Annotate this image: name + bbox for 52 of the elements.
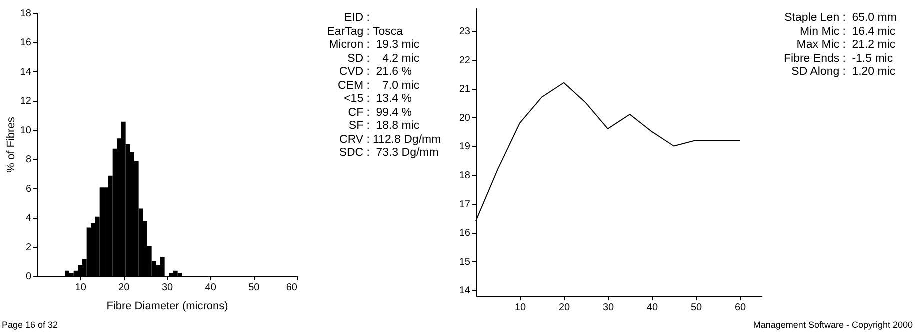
text: SD : 4.2 mic xyxy=(346,52,420,66)
text: CF : 99.4 % xyxy=(347,106,412,120)
text: SD Along : 1.20 mic xyxy=(790,66,896,80)
x-tick-label: 10 xyxy=(514,302,526,314)
x-tick-label: 30 xyxy=(602,302,614,314)
text: Micron : 19.3 mic xyxy=(328,39,420,52)
y-tick-label: 18 xyxy=(459,170,471,182)
text: Staple Len : 65.0 mm xyxy=(784,12,897,26)
x-tick-label: 50 xyxy=(248,282,260,294)
y-tick-label: 19 xyxy=(459,142,471,153)
x-axis-title: Fibre Diameter (microns) xyxy=(106,300,228,312)
x-tick-label: 20 xyxy=(558,302,570,314)
x-tick-label: 10 xyxy=(75,282,87,294)
y-tick-label: 23 xyxy=(459,26,471,38)
y-tick-label: 14 xyxy=(459,286,471,297)
text: Fibre Ends : -1.5 mic xyxy=(783,52,894,66)
text: CEM : 7.0 mic xyxy=(337,80,420,93)
y-tick-label: 0 xyxy=(26,272,32,282)
text: <15 : 13.4 % xyxy=(343,93,412,106)
x-tick-label: 20 xyxy=(118,282,130,294)
x-tick-label: 40 xyxy=(646,302,658,314)
x-tick-label: 40 xyxy=(205,282,217,294)
y-tick-label: 14 xyxy=(20,66,32,78)
y-tick-label: 4 xyxy=(26,213,32,224)
text: CRV : 112.8 Dg/mm xyxy=(338,134,442,147)
text: SDC : 73.3 Dg/mm xyxy=(338,147,439,160)
y-tick-label: 16 xyxy=(20,38,32,49)
y-tick-label: 12 xyxy=(20,96,32,108)
y-tick-label: 17 xyxy=(459,199,471,210)
y-tick-label: 18 xyxy=(20,8,32,20)
text: SF : 18.8 mic xyxy=(348,120,420,134)
y-tick-label: 2 xyxy=(26,242,32,254)
y-tick-label: 20 xyxy=(459,112,471,124)
x-tick-label: 60 xyxy=(734,302,746,314)
text: Management Software - Copyright 2000 xyxy=(753,320,913,330)
y-tick-label: 16 xyxy=(459,228,471,240)
y-tick-label: 6 xyxy=(26,184,32,195)
y-tick-label: 22 xyxy=(459,55,471,66)
y-axis-title: % of Fibres xyxy=(5,116,18,173)
text: EarTag : Tosca xyxy=(326,26,404,39)
y-tick-label: 15 xyxy=(459,256,471,268)
y-tick-label: 10 xyxy=(20,125,32,136)
x-tick-label: 30 xyxy=(162,282,174,294)
x-tick-label: 50 xyxy=(690,302,702,314)
text: EID : xyxy=(343,12,370,26)
x-tick-label: 60 xyxy=(286,282,298,294)
text: Page 16 of 32 xyxy=(2,320,58,330)
y-tick-label: 8 xyxy=(26,154,32,166)
y-tick-label: 21 xyxy=(459,84,471,96)
text: Max Mic : 21.2 mic xyxy=(796,39,896,52)
text: Min Mic : 16.4 mic xyxy=(799,26,896,39)
text: CVD : 21.6 % xyxy=(338,66,412,80)
